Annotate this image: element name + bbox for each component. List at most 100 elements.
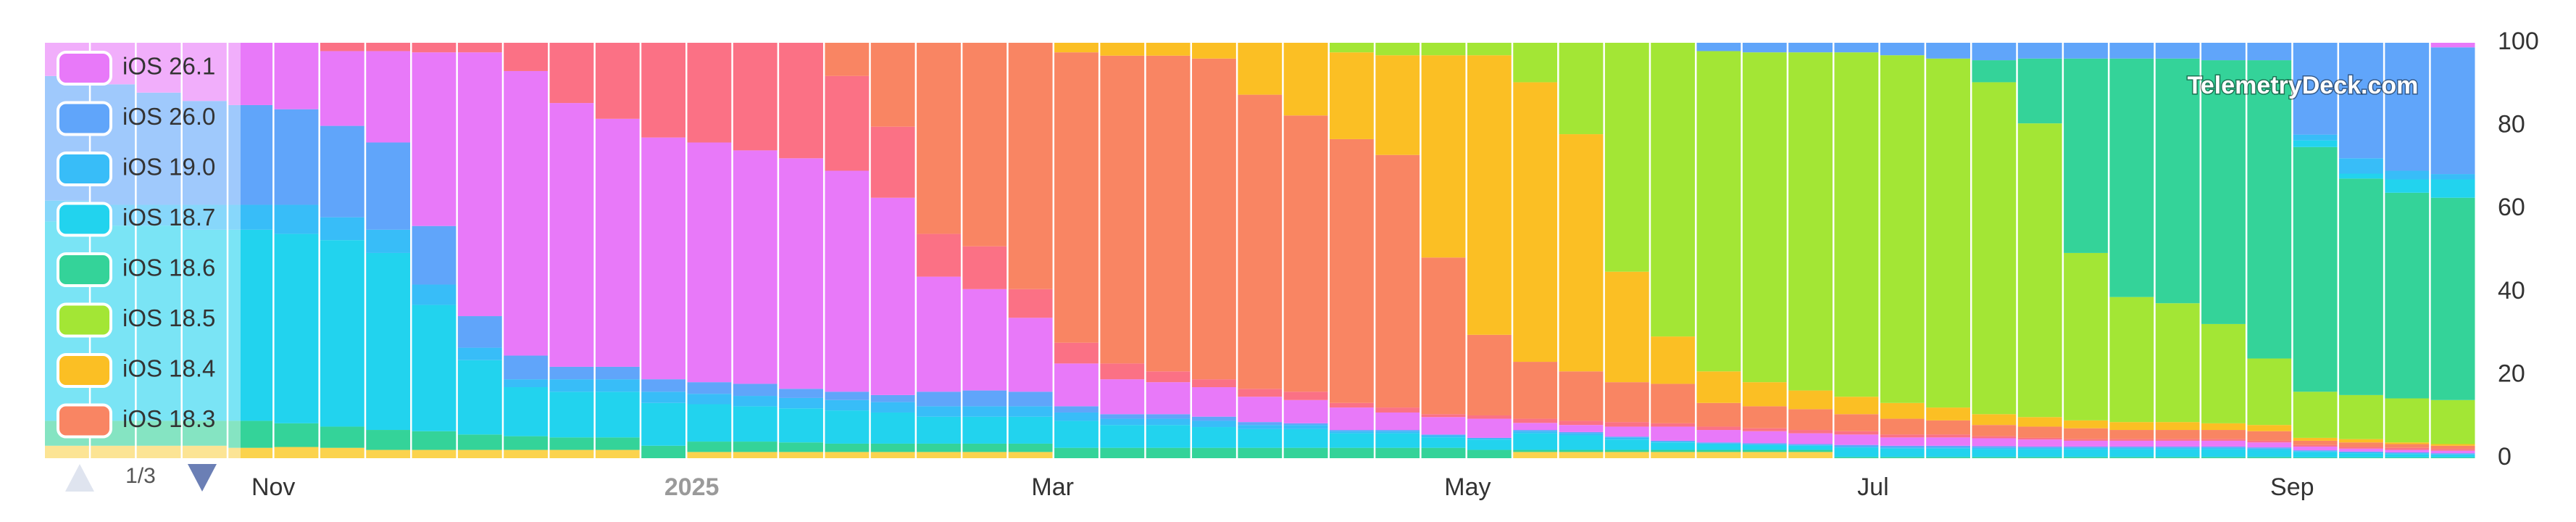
bar-segment [1742, 452, 1787, 458]
bar-segment [1559, 420, 1604, 426]
bar-segment [2017, 447, 2062, 450]
bar-segment [2247, 43, 2292, 61]
legend-page-down[interactable] [188, 464, 217, 492]
bar-segment [136, 92, 181, 205]
bar-segment [1146, 371, 1191, 383]
bar-segment [366, 430, 411, 450]
bar-segment [2293, 452, 2338, 457]
bar-segment [2017, 123, 2062, 418]
bar-segment [1467, 450, 1512, 458]
legend-item[interactable]: iOS 18.7 [57, 202, 215, 237]
bar-segment [1742, 431, 1787, 444]
bar-segment [1788, 444, 1833, 446]
bar-segment [2385, 454, 2430, 457]
bar-segment [1467, 439, 1512, 450]
legend-item[interactable]: iOS 18.6 [57, 252, 215, 287]
bar-segment [2109, 440, 2154, 447]
bar-segment [2155, 446, 2200, 448]
bar-segment [2385, 192, 2430, 399]
bar-segment [2109, 447, 2154, 450]
bar-segment [274, 43, 319, 109]
bar-segment [2385, 452, 2430, 454]
legend-item[interactable]: iOS 26.0 [57, 101, 215, 136]
bar-segment [1651, 423, 1696, 427]
bar-segment [504, 355, 549, 380]
legend-item[interactable]: iOS 18.5 [57, 302, 215, 338]
bar-segment [1742, 52, 1787, 383]
bar-segment [274, 423, 319, 447]
legend-swatch [57, 202, 112, 237]
bar-segment [1651, 452, 1696, 458]
bar-segment [2064, 439, 2108, 441]
bar-segment [457, 347, 502, 360]
bar-segment [1421, 447, 1466, 458]
bar-segment [2247, 448, 2292, 450]
legend-label: iOS 18.6 [122, 254, 215, 281]
bar-segment [2385, 398, 2430, 443]
x-tick-label: Mar [1031, 473, 1074, 501]
bar-segment [1238, 447, 1283, 458]
bar-segment [2201, 43, 2246, 61]
bar-segment [1054, 420, 1099, 448]
bar-segment [366, 43, 411, 51]
bar-segment [687, 382, 732, 394]
bar-segment [2201, 457, 2246, 458]
x-tick-label: Jul [1857, 473, 1888, 501]
bar-segment [182, 420, 227, 446]
bar-segment [2201, 323, 2246, 423]
bar-segment [2339, 457, 2383, 458]
bar-segment [1421, 434, 1466, 436]
bar-segment [825, 392, 870, 400]
bar-segment [917, 452, 961, 458]
bar-segment [595, 392, 640, 438]
bar-segment [2064, 457, 2108, 458]
bar-segment [1788, 452, 1833, 458]
bar-segment [2109, 58, 2154, 297]
legend-page-up[interactable] [65, 464, 94, 492]
bar-segment [549, 43, 594, 104]
bar-segment [1329, 431, 1374, 434]
bar-segment [2385, 179, 2430, 193]
bar-segment [1146, 425, 1191, 448]
legend-label: iOS 26.1 [122, 53, 215, 80]
bar-segment [2247, 440, 2292, 443]
bar-segment [1008, 443, 1053, 452]
bar-segment [2385, 442, 2430, 444]
bar-segment [2293, 446, 2338, 451]
bar-segment [366, 142, 411, 230]
bar-segment [1513, 362, 1558, 419]
bar-segment [1146, 447, 1191, 458]
bar-segment [1788, 390, 1833, 410]
bar-segment [2430, 455, 2475, 457]
legend-item[interactable]: iOS 18.4 [57, 353, 215, 388]
bar-segment [1926, 447, 1970, 449]
bar-segment [2017, 446, 2062, 448]
bar-segment [412, 225, 457, 285]
bar-segment [2109, 43, 2154, 59]
bar-segment [1100, 379, 1145, 415]
bar-segment [2339, 394, 2383, 439]
bar-segment [1788, 444, 1833, 445]
bar-segment [1329, 138, 1374, 403]
bar-segment [2201, 449, 2246, 457]
bar-segment [917, 233, 961, 277]
legend-item[interactable]: iOS 26.1 [57, 51, 215, 86]
bar-segment [779, 442, 823, 452]
bar-segment [870, 452, 915, 458]
bar-segment [1238, 389, 1283, 397]
bar-segment [2064, 449, 2108, 457]
bar-segment [1238, 425, 1283, 429]
bar-segment [2339, 158, 2383, 174]
bar-segment [2155, 440, 2200, 447]
legend: iOS 26.1 iOS 26.0 iOS 19.0 iOS 18.7 iOS 18.6… [57, 51, 215, 439]
bar-segment [1880, 445, 1925, 448]
legend-item[interactable]: iOS 19.0 [57, 152, 215, 186]
bar-segment [2017, 426, 2062, 438]
legend-item[interactable]: iOS 18.3 [57, 403, 215, 439]
bar-segment [1283, 428, 1328, 448]
bar-segment [687, 394, 732, 405]
bar-segment [1375, 412, 1420, 431]
bar-segment [1834, 43, 1879, 53]
legend-swatch [57, 51, 112, 86]
bar-segment [1513, 43, 1558, 83]
